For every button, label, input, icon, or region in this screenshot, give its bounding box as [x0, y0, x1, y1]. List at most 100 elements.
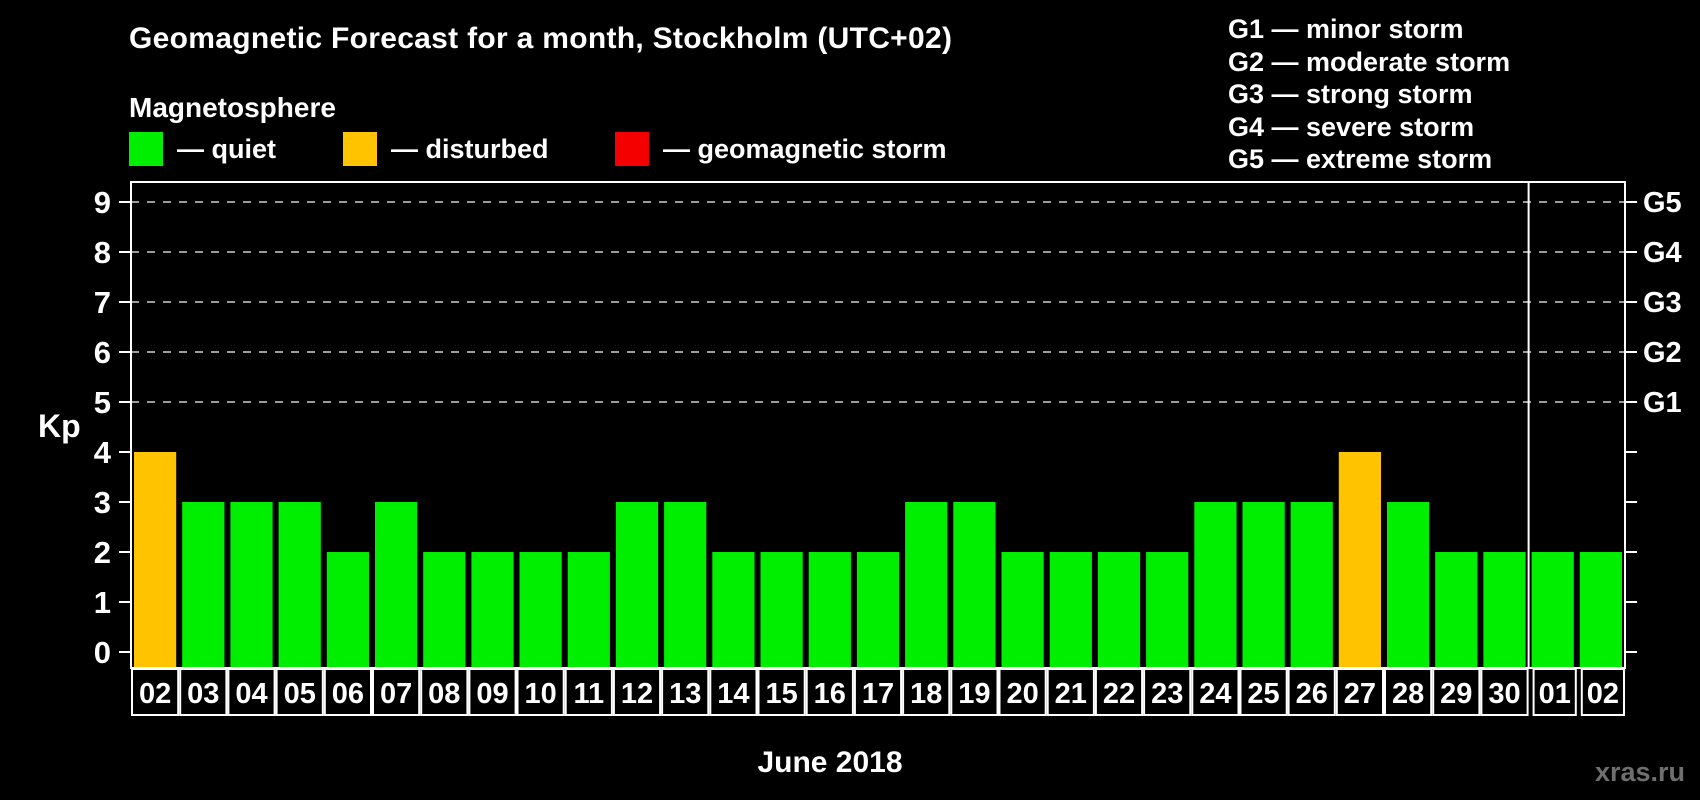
date-label: 29 — [1440, 678, 1472, 710]
date-box — [1532, 668, 1577, 716]
date-label: 02 — [1587, 678, 1619, 710]
kp-bar — [808, 552, 851, 668]
date-label: 22 — [1103, 678, 1135, 710]
kp-bar — [278, 502, 321, 668]
kp-bar — [615, 502, 659, 668]
g-scale-legend: G1 — minor storm G2 — moderate storm G3 … — [1228, 13, 1510, 176]
quiet-color-swatch — [129, 132, 163, 166]
date-box — [661, 668, 710, 716]
date-box — [1046, 668, 1095, 716]
y-tick-label: 7 — [94, 285, 111, 320]
date-label: 14 — [717, 678, 749, 710]
date-label: 26 — [1296, 678, 1328, 710]
date-box — [227, 668, 276, 716]
date-label: 01 — [1539, 678, 1571, 710]
kp-bar — [471, 552, 514, 668]
date-box — [1191, 668, 1240, 716]
kp-bar — [567, 552, 610, 668]
kp-bar — [1290, 502, 1333, 668]
date-box — [950, 668, 999, 716]
y-tick-label: 8 — [94, 235, 111, 270]
y-tick-label: 0 — [94, 635, 111, 670]
date-box — [1580, 668, 1626, 716]
right-axis-label-g2: G2 — [1643, 337, 1682, 369]
kp-bar — [326, 552, 369, 668]
date-label: 17 — [862, 678, 894, 710]
kp-bar — [375, 502, 418, 668]
kp-bar — [1146, 552, 1189, 668]
x-axis-month-label: June 2018 — [757, 746, 903, 779]
storm-color-swatch — [615, 132, 649, 166]
kp-bar — [230, 502, 273, 668]
date-label: 28 — [1392, 678, 1424, 710]
date-label: 07 — [380, 678, 412, 710]
kp-bar — [905, 502, 948, 668]
date-label: 12 — [621, 678, 653, 710]
legend-label-storm: — geomagnetic storm — [663, 133, 947, 164]
date-label: 06 — [332, 678, 364, 710]
date-label: 04 — [235, 678, 267, 710]
date-label: 19 — [958, 678, 990, 710]
date-label: 02 — [139, 678, 171, 710]
y-tick-label: 9 — [94, 185, 111, 220]
disturbed-color-swatch — [343, 132, 377, 166]
date-label: 10 — [524, 678, 556, 710]
date-box — [1143, 668, 1192, 716]
date-box — [372, 668, 421, 716]
date-label: 24 — [1199, 678, 1231, 710]
right-axis-label-g4: G4 — [1643, 237, 1682, 269]
kp-bar — [1435, 552, 1478, 668]
kp-bar — [1338, 452, 1381, 668]
date-label: 13 — [669, 678, 701, 710]
date-box — [468, 668, 517, 716]
kp-bar — [760, 552, 803, 668]
date-label: 08 — [428, 678, 460, 710]
y-tick-label: 5 — [94, 385, 111, 420]
kp-bar — [664, 502, 707, 668]
date-box — [275, 668, 324, 716]
date-label: 05 — [284, 678, 316, 710]
date-box — [1239, 668, 1288, 716]
kp-bar — [519, 552, 562, 668]
kp-bar — [1387, 502, 1430, 668]
right-axis-label-g1: G1 — [1643, 387, 1682, 419]
date-box — [1094, 668, 1144, 716]
date-label: 23 — [1151, 678, 1183, 710]
date-box — [902, 668, 951, 716]
kp-bar — [1242, 502, 1285, 668]
date-label: 27 — [1344, 678, 1376, 710]
date-box — [612, 668, 662, 716]
legend-item-storm: — geomagnetic storm — [615, 132, 947, 166]
date-box — [323, 668, 372, 716]
kp-bar — [1579, 552, 1622, 668]
date-label: 21 — [1055, 678, 1087, 710]
right-axis-label-g3: G3 — [1643, 287, 1682, 319]
legend-item-quiet: — quiet — [129, 132, 276, 166]
y-tick-label: 4 — [94, 435, 112, 470]
kp-bar — [182, 502, 225, 668]
kp-bar — [712, 552, 755, 668]
date-box — [1384, 668, 1433, 716]
date-box — [516, 668, 565, 716]
y-tick-label: 3 — [94, 485, 111, 520]
right-axis-label-g5: G5 — [1643, 187, 1682, 219]
date-label: 30 — [1488, 678, 1520, 710]
magnetosphere-subtitle: Magnetosphere — [129, 92, 336, 123]
kp-bar — [953, 502, 996, 668]
date-box — [1335, 668, 1385, 716]
kp-bar — [856, 552, 900, 668]
date-label: 25 — [1247, 678, 1279, 710]
date-box — [709, 668, 758, 716]
date-box — [805, 668, 854, 716]
kp-bar — [1531, 552, 1574, 668]
date-box — [1432, 668, 1481, 716]
date-box — [564, 668, 613, 716]
date-box — [1480, 668, 1529, 716]
g-legend-line-g4: G4 — severe storm — [1228, 111, 1475, 142]
chart-title: Geomagnetic Forecast for a month, Stockh… — [129, 22, 953, 55]
kp-bar — [1194, 502, 1237, 668]
y-tick-label: 1 — [94, 585, 111, 620]
date-box — [179, 668, 228, 716]
y-tick-label: 2 — [94, 535, 111, 570]
